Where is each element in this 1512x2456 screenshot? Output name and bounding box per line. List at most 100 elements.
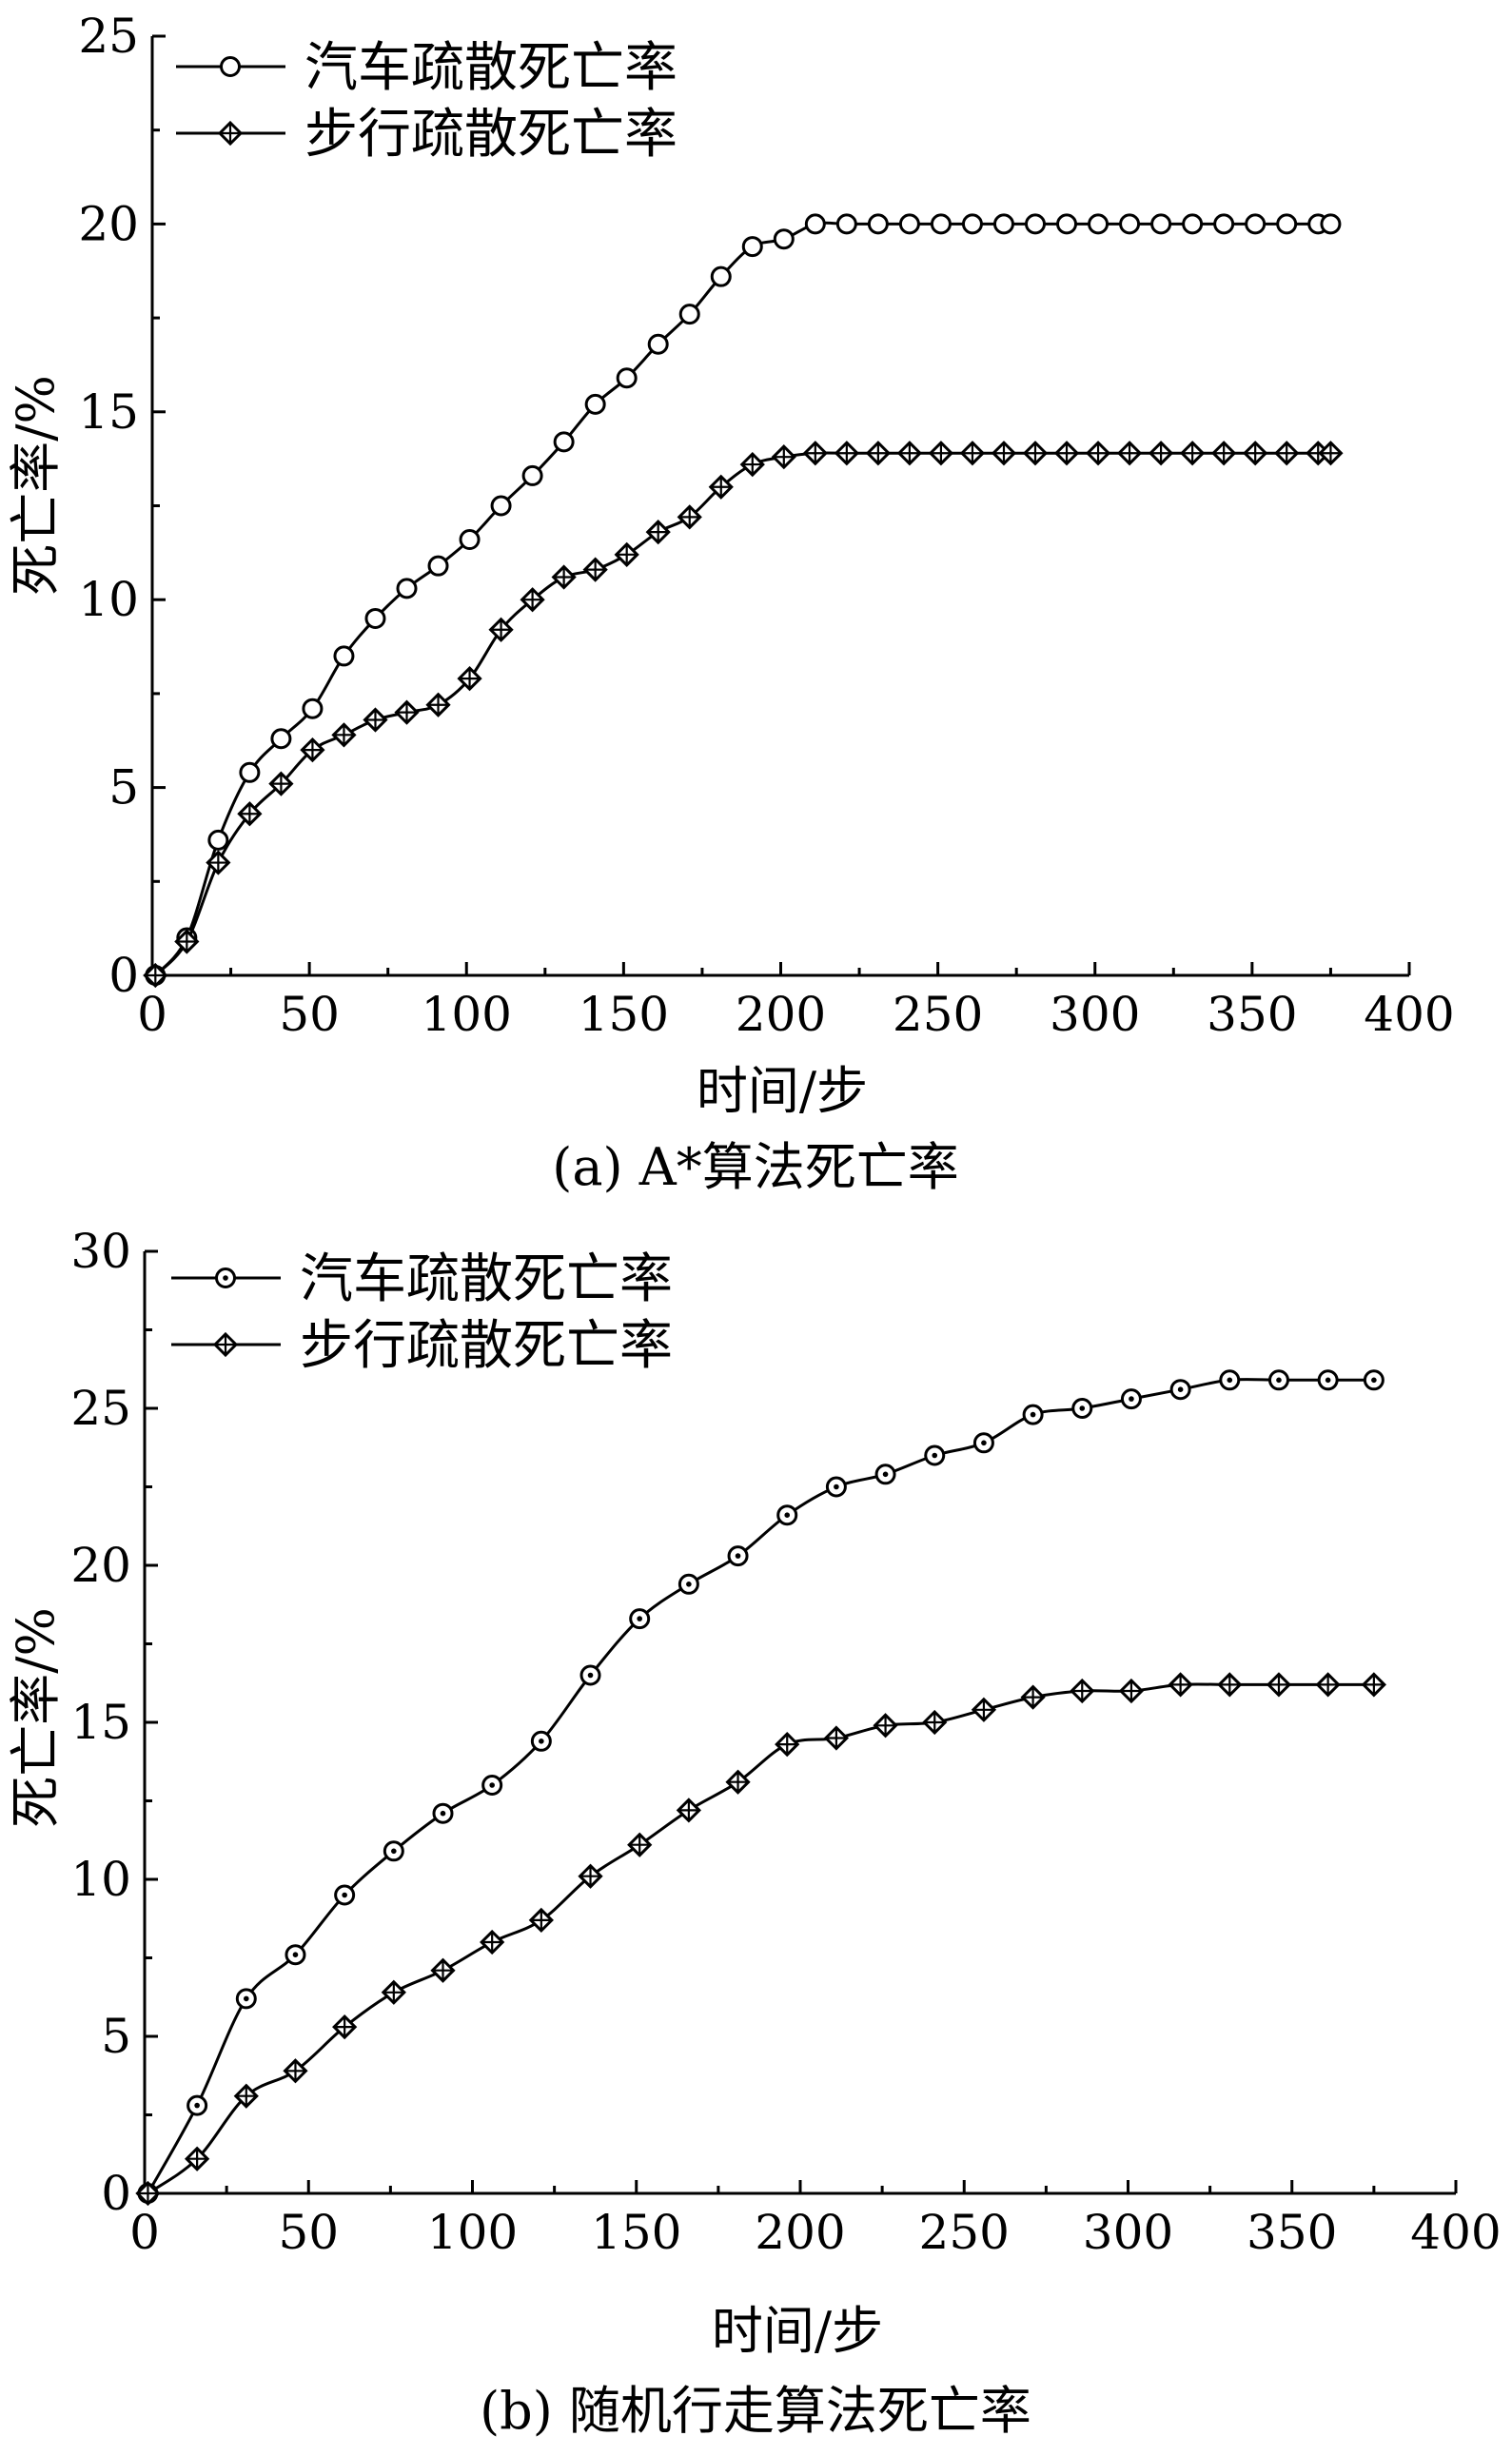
- chart-b-series-car-point-dot: [440, 1810, 446, 1817]
- chart-a-x-tick-label: 400: [1364, 987, 1454, 1042]
- chart-a-legend-marker: [220, 56, 241, 77]
- chart-b-series-car-point-dot: [1227, 1377, 1233, 1384]
- chart-b-series-car-point: [432, 1802, 454, 1824]
- chart-b-series-walk-point: [971, 1697, 997, 1722]
- chart-b-x-tick-label: 0: [129, 2205, 160, 2260]
- chart-a-series-car-point-shape: [647, 333, 669, 355]
- chart-b-legend-label: 步行疏散死亡率: [300, 1315, 673, 1377]
- chart-b-x-tick-label: 400: [1410, 2205, 1501, 2260]
- chart-b-series-walk-point: [873, 1713, 898, 1739]
- chart-b-series-car-point: [874, 1464, 896, 1485]
- chart-b-series-walk-point: [283, 2058, 308, 2084]
- chart-a-series-car-point-shape: [1213, 213, 1235, 235]
- chart-a-series-car-point-shape: [396, 578, 418, 599]
- chart-b-series-car-point: [972, 1432, 994, 1454]
- chart-b-series-car-point: [1169, 1379, 1191, 1401]
- chart-a-series-car-point: [490, 495, 512, 517]
- chart-b-series-walk-point: [1118, 1678, 1145, 1704]
- chart-a-series-car-point: [647, 333, 669, 355]
- chart-b-series-car-point-dot: [686, 1582, 692, 1587]
- chart-a-series-walk-point: [300, 737, 325, 763]
- chart-a-series-car-point-shape: [459, 529, 481, 551]
- chart-a-series-car-point-shape: [1276, 213, 1298, 235]
- chart-a-series-car-point: [961, 213, 983, 235]
- chart-b-series-car-point-dot: [1371, 1377, 1377, 1384]
- chart-a-series-walk-point: [1180, 441, 1206, 466]
- chart-a-series-walk-point: [488, 617, 514, 642]
- chart-a-series-walk-point: [1211, 441, 1237, 466]
- chart-a-series-walk-point: [394, 699, 420, 725]
- chart-a-series-car-point: [584, 393, 606, 415]
- chart-b-series-car-point: [235, 1988, 257, 2010]
- chart-a-series-car-point-shape: [898, 213, 920, 235]
- chart-a-series-walk-point: [1243, 441, 1268, 466]
- chart-a-xlabel: 时间/步: [697, 1061, 868, 1121]
- chart-b-series-walk-point: [184, 2146, 210, 2171]
- chart-a-legend-marker-shape: [220, 56, 241, 77]
- chart-b-y-tick-label: 30: [70, 1224, 131, 1279]
- chart-b-series-walk-point: [1361, 1672, 1386, 1698]
- chart-a-series-car-point-shape: [1182, 213, 1204, 235]
- chart-a-series-walk-point: [865, 441, 891, 466]
- chart-b-series-car-point-dot: [1129, 1396, 1134, 1402]
- chart-a-series-walk-point: [206, 850, 231, 875]
- chart-a-series-car-point-shape: [930, 213, 952, 235]
- chart-a-legend-label: 汽车疏散死亡率: [304, 37, 677, 99]
- chart-a-series-car-point-shape: [1088, 213, 1109, 235]
- chart-b-series-car-point-dot: [637, 1616, 642, 1621]
- chart-a-series-car-point: [270, 728, 292, 750]
- chart-b-series-car-point: [776, 1504, 798, 1526]
- chart-b-legend-entry: 步行疏散死亡率: [171, 1315, 673, 1377]
- chart-b-ticks: 0 50 100 150 200 250 300 350 400 0 5 10 15 20 25 30: [70, 1224, 1501, 2260]
- chart-a-series-car-point: [710, 265, 732, 287]
- chart-b-series-car-point: [825, 1476, 847, 1498]
- chart-b-series-car-point: [1120, 1388, 1142, 1410]
- chart-a-series-car-point: [616, 367, 638, 389]
- chart-a-y-tick-label: 15: [78, 384, 139, 440]
- chart-a-ylabel: 死亡率/%: [6, 375, 66, 596]
- chart-a-series-car-point-shape: [961, 213, 983, 235]
- chart-b-series-walk-point: [332, 2014, 358, 2040]
- chart-b-series-walk-point: [725, 1769, 751, 1795]
- chart-b-series-car-point: [727, 1545, 749, 1567]
- chart-b-series: [135, 1369, 1386, 2207]
- chart-a-series-car-point: [427, 555, 449, 577]
- chart-b-y-tick-label: 10: [70, 1852, 131, 1907]
- chart-a-legend-entry: 汽车疏散死亡率: [176, 37, 677, 99]
- chart-a-series-walk-point: [1085, 441, 1111, 466]
- chart-a-x-tick-label: 0: [137, 987, 167, 1042]
- chart-b-y-tick-label: 15: [70, 1695, 131, 1750]
- chart-a-legend-entry: 步行疏散死亡率: [176, 104, 677, 166]
- chart-a-series-walk-line: [154, 451, 1331, 977]
- chart-b-series-car-point: [383, 1840, 404, 1862]
- chart-b-series-car-line: [147, 1378, 1374, 2194]
- chart-a-series-car-point-shape: [1056, 213, 1078, 235]
- chart-b-series-car-point-dot: [1276, 1377, 1282, 1384]
- chart-a-series-car-point-shape: [333, 645, 355, 667]
- chart-b-series-car-point: [1219, 1369, 1241, 1391]
- chart-b-series-walk-point: [1266, 1672, 1292, 1698]
- chart-a-series-walk-point: [237, 801, 263, 827]
- chart-b-series-car-point-dot: [194, 2102, 200, 2109]
- chart-b-series-car-point: [1071, 1398, 1093, 1419]
- chart-a-x-tick-label: 50: [279, 987, 340, 1042]
- chart-a-series-walk-point: [1148, 441, 1174, 466]
- chart-b-x-tick-label: 250: [919, 2205, 1010, 2260]
- chart-a-x-tick-label: 100: [422, 987, 512, 1042]
- chart-a: 0 50 100 150 200 250 300 350 400 0 5 10 15 20 25 汽车疏散死…: [6, 9, 1455, 1197]
- chart-a-y-tick-label: 5: [108, 760, 139, 815]
- chart-a-series-car-point: [207, 829, 229, 851]
- chart-b-x-tick-label: 100: [427, 2205, 518, 2260]
- chart-b-ylabel: 死亡率/%: [6, 1607, 66, 1828]
- chart-b-series-walk-point: [922, 1709, 948, 1736]
- chart-a-series-walk-point: [1274, 441, 1300, 466]
- chart-a-series-car-point: [459, 529, 481, 551]
- chart-a-series-car-point: [992, 213, 1014, 235]
- chart-a-series-car-point: [1182, 213, 1204, 235]
- chart-a-caption: (a) A*算法死亡率: [552, 1137, 959, 1197]
- chart-b-legend-marker-dot: [223, 1275, 228, 1281]
- chart-a-series-car-point: [302, 698, 324, 719]
- chart-b-series-car-point: [1317, 1369, 1339, 1391]
- chart-a-series-walk-point: [520, 587, 545, 613]
- chart-b-series-walk-point: [1020, 1684, 1046, 1710]
